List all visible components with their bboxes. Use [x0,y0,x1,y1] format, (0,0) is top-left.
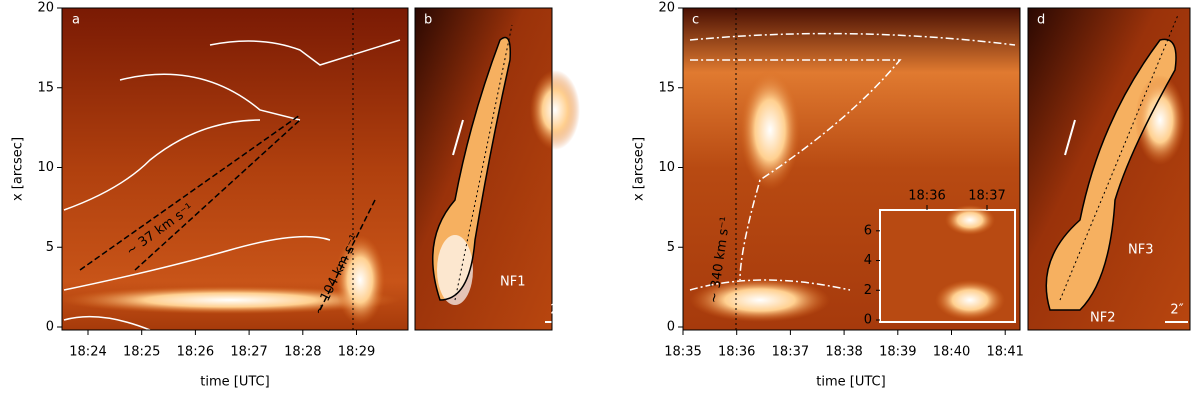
x-tick-label: 18:26 [177,345,214,360]
y-tick-label: 10 [37,160,54,175]
panel-c-image [682,7,1021,331]
x-tick-label: 18:28 [284,345,321,360]
y-axis-label: x [arcsec] [11,137,26,201]
x-tick-label: 18:25 [123,345,160,360]
y-tick-label: 15 [658,80,675,95]
x-tick-label: 18:39 [879,345,916,360]
feature-label: NF3 [1128,243,1153,258]
feature-label: NF2 [1090,311,1115,326]
panel-label: d [1037,13,1045,28]
y-axis-label: x [arcsec] [632,137,647,201]
panel-label: a [72,13,80,28]
y-tick-label: 0 [46,320,54,335]
x-axis-label: time [UTC] [200,375,269,390]
y-tick-label: 20 [658,1,675,16]
panel-b-image [414,7,580,331]
panel-label: b [424,13,432,28]
scale-label: 2″ [550,303,563,318]
y-tick-label: 5 [667,240,675,255]
x-tick-label: 18:29 [338,345,375,360]
y-tick-label: 0 [667,320,675,335]
x-tick-label: 18:27 [230,345,267,360]
y-tick-label: 5 [46,240,54,255]
inset-y-tick-label: 2 [864,283,872,298]
x-axis-label: time [UTC] [816,375,885,390]
y-tick-label: 20 [37,1,54,16]
inset-y-tick-label: 0 [864,313,872,328]
x-tick-label: 18:38 [825,345,862,360]
panel-a-image [60,7,409,331]
inset-y-tick-label: 6 [864,223,872,238]
feature-label: NF1 [500,275,525,290]
y-tick-label: 15 [37,80,54,95]
panel-d-image [1027,7,1191,331]
x-tick-label: 18:24 [69,345,106,360]
scale-label: 2″ [1170,303,1183,318]
inset-x-tick-label: 18:36 [908,189,945,204]
inset-x-tick-label: 18:37 [968,189,1005,204]
x-tick-label: 18:40 [933,345,970,360]
panel-label: c [692,13,699,28]
inset-y-tick-label: 4 [864,253,872,268]
y-tick-label: 10 [658,160,675,175]
x-tick-label: 18:35 [664,345,701,360]
x-tick-label: 18:37 [772,345,809,360]
x-tick-label: 18:36 [718,345,755,360]
x-tick-label: 18:41 [986,345,1023,360]
